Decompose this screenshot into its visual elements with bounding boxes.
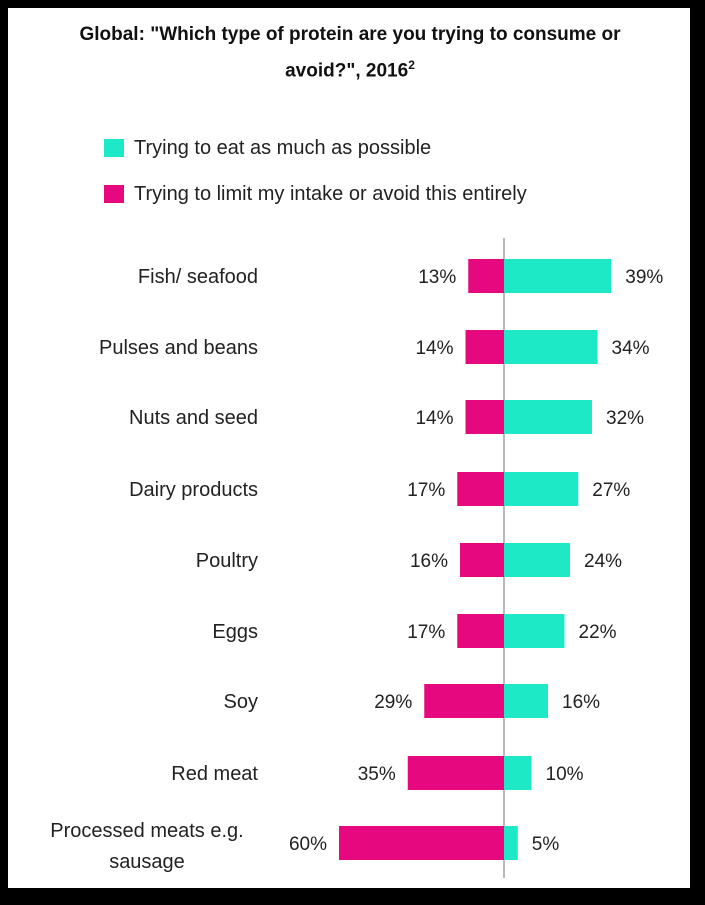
- category-label-3: Dairy products: [129, 479, 258, 501]
- chart-title: Global: "Which type of protein are you t…: [0, 20, 700, 86]
- value-label-eat-7: 10%: [546, 764, 584, 785]
- value-label-limit-7: 35%: [358, 764, 396, 785]
- bar-eat-8: [504, 826, 518, 860]
- value-label-eat-1: 34%: [612, 338, 650, 359]
- value-label-eat-5: 22%: [579, 622, 617, 643]
- category-label-5: Eggs: [212, 621, 258, 643]
- value-label-eat-3: 27%: [592, 480, 630, 501]
- bar-limit-6: [424, 684, 504, 718]
- title-superscript: 2: [408, 58, 415, 72]
- value-label-limit-6: 29%: [374, 692, 412, 713]
- bar-eat-7: [504, 756, 532, 790]
- legend-swatch-eat: [104, 139, 124, 157]
- bar-eat-3: [504, 472, 579, 506]
- bar-eat-4: [504, 543, 570, 577]
- value-label-eat-2: 32%: [606, 408, 644, 429]
- value-label-eat-0: 39%: [625, 267, 663, 288]
- bar-eat-2: [504, 400, 592, 434]
- title-line-1: Global: "Which type of protein are you t…: [79, 24, 621, 45]
- bar-eat-1: [504, 330, 598, 364]
- value-label-limit-5: 17%: [407, 622, 445, 643]
- bar-eat-0: [504, 259, 612, 293]
- bar-limit-2: [465, 400, 504, 434]
- value-label-eat-4: 24%: [584, 551, 622, 572]
- bar-limit-7: [407, 756, 504, 790]
- category-label-0: Fish/ seafood: [138, 266, 258, 288]
- category-label-4: Poultry: [196, 550, 258, 572]
- value-label-limit-4: 16%: [410, 551, 448, 572]
- legend-label-eat: Trying to eat as much as possible: [134, 136, 432, 159]
- legend-label-limit: Trying to limit my intake or avoid this …: [134, 182, 527, 205]
- value-label-limit-3: 17%: [407, 480, 445, 501]
- category-label-8: Processed meats e.g. sausage: [50, 820, 243, 873]
- legend-item-limit: Trying to limit my intake or avoid this …: [104, 182, 527, 206]
- value-label-limit-8: 60%: [289, 834, 327, 855]
- category-label-6: Soy: [224, 691, 258, 713]
- legend-swatch-limit: [104, 185, 124, 203]
- bar-limit-0: [468, 259, 504, 293]
- bar-eat-6: [504, 684, 548, 718]
- value-label-eat-6: 16%: [562, 692, 600, 713]
- value-label-eat-8: 5%: [532, 834, 560, 855]
- value-label-limit-0: 13%: [418, 267, 456, 288]
- category-label-1: Pulses and beans: [99, 337, 258, 359]
- title-line-2: avoid?", 2016: [285, 60, 409, 82]
- bar-limit-5: [457, 614, 504, 648]
- bar-limit-3: [457, 472, 504, 506]
- value-label-limit-2: 14%: [415, 408, 453, 429]
- bar-eat-5: [504, 614, 565, 648]
- bar-limit-1: [465, 330, 504, 364]
- legend-item-eat: Trying to eat as much as possible: [104, 136, 431, 160]
- bar-limit-8: [339, 826, 504, 860]
- value-label-limit-1: 14%: [415, 338, 453, 359]
- category-label-2: Nuts and seed: [129, 407, 258, 429]
- category-label-7: Red meat: [171, 763, 258, 785]
- bar-limit-4: [460, 543, 504, 577]
